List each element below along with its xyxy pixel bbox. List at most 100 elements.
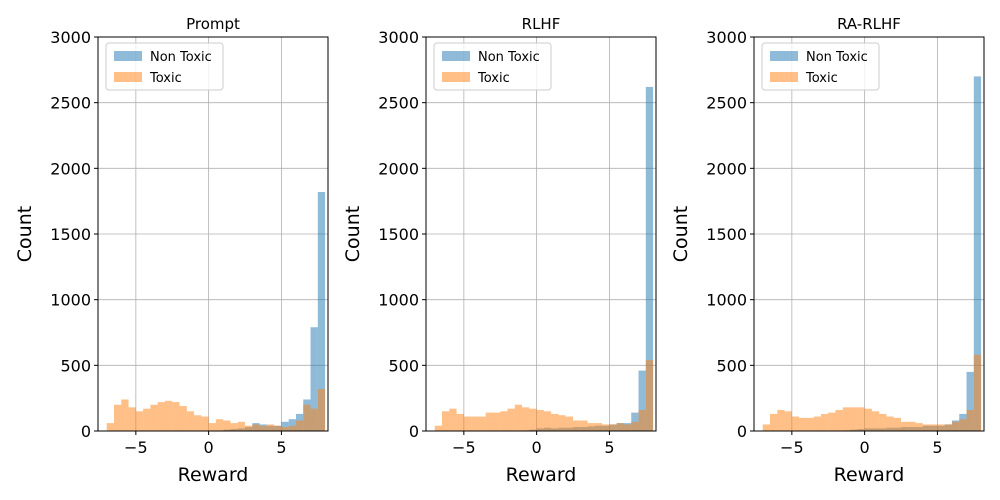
histogram-bar-toxic	[565, 416, 574, 431]
histogram-bar-toxic	[908, 421, 916, 431]
x-axis-label: Reward	[834, 464, 905, 486]
histogram-bar-toxic	[777, 409, 785, 431]
histogram-bar-non-toxic	[281, 421, 289, 431]
histogram-bar-toxic	[842, 407, 851, 431]
histogram-bar-toxic	[645, 360, 654, 431]
histogram-bar-toxic	[121, 399, 129, 431]
y-tick-label: 0	[737, 422, 747, 441]
histogram-bar-toxic	[638, 409, 646, 431]
histogram-bar-toxic	[886, 416, 894, 431]
histogram-bar-toxic	[106, 423, 115, 431]
chart-panel-2: −5 0 5 0 500 1000 1500 2000 2500 3000 RLHF Reward Co…	[342, 15, 657, 486]
histogram-bar-toxic	[215, 419, 224, 431]
histogram-bar-toxic	[478, 416, 486, 431]
y-tick-label: 1500	[378, 225, 419, 244]
panel-title: RLHF	[522, 15, 561, 33]
histogram-bar-toxic	[223, 420, 231, 431]
y-axis-label: Count	[342, 206, 364, 262]
y-tick-label: 2500	[50, 94, 91, 113]
legend-label-toxic: Toxic	[149, 71, 182, 86]
histogram-bar-toxic	[500, 411, 508, 431]
histogram-bar-toxic	[245, 425, 253, 431]
histogram-bar-toxic	[901, 421, 909, 431]
histogram-bar-toxic	[529, 408, 537, 431]
y-tick-label: 2500	[706, 94, 747, 113]
histogram-bar-toxic	[252, 424, 260, 431]
histogram-bar-toxic	[820, 413, 829, 431]
legend-label-toxic: Toxic	[805, 71, 838, 86]
y-tick-label: 0	[409, 422, 419, 441]
x-tick-label: 0	[204, 438, 214, 457]
histogram-bar-toxic	[514, 404, 523, 431]
histogram-bar-toxic	[623, 424, 632, 431]
histogram-bar-non-toxic	[288, 419, 296, 431]
histogram-bar-toxic	[594, 423, 603, 431]
legend-swatch-toxic	[442, 72, 470, 82]
histogram-bar-toxic	[128, 407, 136, 431]
histogram-bar-non-toxic	[645, 86, 654, 431]
histogram-bar-toxic	[317, 388, 326, 431]
histogram-bar-toxic	[799, 417, 807, 431]
x-tick-label: −5	[124, 438, 148, 457]
histogram-bar-non-toxic	[638, 370, 646, 431]
x-tick-label: 5	[604, 438, 614, 457]
x-tick-label: 5	[932, 438, 942, 457]
histogram-bar-toxic	[762, 424, 771, 431]
histogram-bar-toxic	[580, 420, 588, 431]
y-tick-label: 3000	[50, 28, 91, 47]
histogram-bar-toxic	[295, 420, 304, 431]
histogram-bar-toxic	[609, 424, 617, 431]
x-tick-label: −5	[452, 438, 476, 457]
histogram-bar-toxic	[507, 408, 515, 431]
histogram-bar-toxic	[631, 421, 639, 431]
y-tick-label: 1000	[706, 291, 747, 310]
histogram-bar-toxic	[791, 416, 800, 431]
legend-swatch-toxic	[770, 72, 798, 82]
legend-label-non-toxic: Non Toxic	[806, 50, 868, 65]
y-axis-label: Count	[670, 206, 692, 262]
histogram-bar-toxic	[813, 416, 821, 431]
chart-panel-3: −5 0 5 0 500 1000 1500 2000 2500 3000 RA-RLHF Rewar…	[670, 15, 985, 486]
legend-label-non-toxic: Non Toxic	[150, 50, 212, 65]
legend-swatch-non-toxic	[114, 51, 142, 61]
histogram-bar-toxic	[442, 411, 450, 431]
y-tick-label: 1000	[378, 291, 419, 310]
histogram-bar-toxic	[966, 409, 974, 431]
panel-title: RA-RLHF	[837, 15, 901, 33]
histogram-bar-toxic	[143, 408, 151, 431]
histogram-bar-toxic	[274, 425, 282, 431]
x-tick-label: −5	[780, 438, 804, 457]
series-toxic	[762, 354, 982, 431]
histogram-bar-toxic	[857, 407, 865, 431]
histogram-bar-toxic	[543, 411, 552, 431]
y-tick-label: 2000	[378, 159, 419, 178]
legend: Non Toxic Toxic	[433, 42, 552, 91]
histogram-bar-toxic	[471, 416, 479, 431]
histogram-bar-toxic	[930, 424, 938, 431]
legend-swatch-toxic	[114, 72, 142, 82]
chart-panel-1: −5 0 5 0 500 1000 1500 2000 2500 3000 Prompt Reward…	[14, 15, 329, 486]
y-tick-label: 500	[60, 356, 91, 375]
x-axis-label: Reward	[506, 464, 577, 486]
histogram-bar-toxic	[288, 425, 296, 431]
x-tick-label: 0	[532, 438, 542, 457]
y-tick-label: 2500	[378, 94, 419, 113]
histogram-bar-toxic	[281, 427, 289, 431]
y-tick-label: 500	[716, 356, 747, 375]
histogram-bar-toxic	[310, 408, 318, 431]
y-tick-label: 1500	[50, 225, 91, 244]
histogram-bar-toxic	[784, 411, 792, 431]
series-toxic	[434, 360, 654, 431]
histogram-bar-toxic	[492, 412, 501, 431]
histogram-bar-toxic	[551, 413, 559, 431]
histogram-bar-toxic	[893, 417, 902, 431]
histogram-bar-toxic	[871, 411, 880, 431]
histogram-bar-toxic	[434, 425, 443, 431]
histogram-bar-toxic	[179, 406, 187, 431]
panel-title: Prompt	[186, 15, 240, 33]
series-toxic	[106, 388, 326, 431]
y-tick-label: 2000	[706, 159, 747, 178]
series-non-toxic	[842, 76, 982, 432]
histogram-bar-toxic	[770, 413, 778, 431]
